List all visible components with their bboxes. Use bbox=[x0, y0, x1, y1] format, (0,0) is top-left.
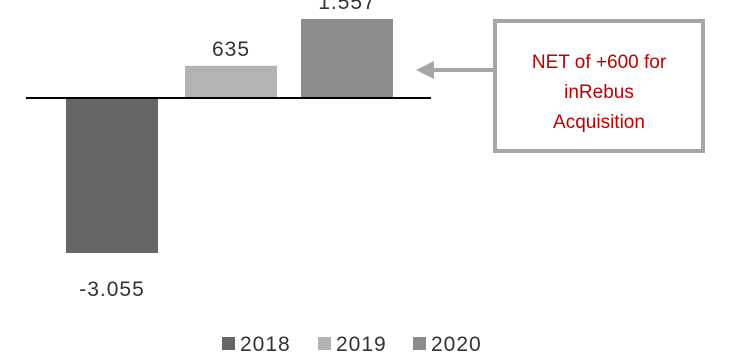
annotation-arrow bbox=[416, 61, 493, 79]
legend-label-2019: 2019 bbox=[336, 333, 387, 356]
data-label-2020: 1.557 bbox=[318, 0, 376, 14]
annotation-line-3: Acquisition bbox=[553, 112, 645, 133]
arrow-head bbox=[416, 61, 434, 79]
legend-swatch-2020 bbox=[413, 337, 426, 350]
data-labels-group: -3.055 635 1.557 bbox=[79, 0, 376, 301]
data-label-2018: -3.055 bbox=[79, 278, 145, 301]
bar-2019 bbox=[185, 65, 277, 98]
bar-2020 bbox=[301, 19, 393, 98]
legend-label-2020: 2020 bbox=[431, 333, 482, 356]
legend-label-2018: 2018 bbox=[240, 333, 291, 356]
legend-swatch-2018 bbox=[222, 337, 235, 350]
annotation-box bbox=[493, 19, 705, 153]
annotation-line-1: NET of +600 for bbox=[532, 52, 667, 73]
legend-swatch-2019 bbox=[318, 337, 331, 350]
bars-group bbox=[66, 19, 393, 253]
bar-2018 bbox=[66, 98, 158, 253]
annotation-callout: NET of +600 for inRebus Acquisition bbox=[493, 19, 705, 153]
data-label-2019: 635 bbox=[212, 38, 250, 61]
legend: 2018 2019 2020 bbox=[222, 333, 482, 356]
annotation-line-2: inRebus bbox=[564, 82, 634, 103]
